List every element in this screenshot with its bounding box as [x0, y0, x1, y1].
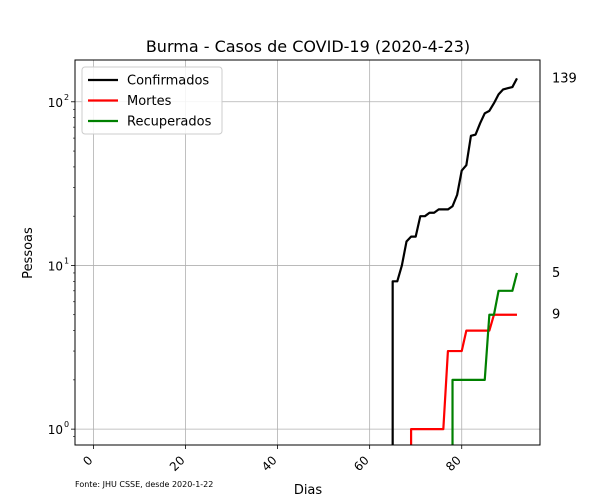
x-tick-label: 40: [259, 453, 280, 474]
x-tick-label: 0: [80, 453, 95, 468]
x-axis-ticks: 0 20 40 60 80: [80, 445, 464, 474]
chart-title: Burma - Casos de COVID-19 (2020-4-23): [146, 37, 470, 56]
legend-entry: Mortes: [127, 94, 172, 109]
y-tick-label: 10: [48, 423, 63, 437]
y-tick-exponent: 1: [64, 256, 69, 265]
series-line-confirmados: [391, 77, 518, 445]
legend: Confirmados Mortes Recuperados: [81, 66, 223, 135]
x-tick-label: 20: [167, 453, 188, 474]
legend-entry: Recuperados: [127, 115, 212, 130]
series-lines: [391, 77, 519, 445]
series-line-mortes: [409, 313, 517, 445]
plot-frame: [74, 59, 541, 446]
series-line-recuperados: [451, 272, 519, 445]
x-tick-label: 80: [443, 453, 464, 474]
y-tick-label: 10: [48, 259, 63, 273]
end-value-labels: 139 9 5: [552, 71, 577, 322]
y-axis-label: Pessoas: [21, 227, 36, 279]
end-value-label: 139: [552, 71, 577, 86]
end-value-label: 5: [552, 266, 560, 281]
end-value-label: 9: [552, 308, 560, 323]
y-tick-label: 10: [48, 96, 63, 110]
source-note: Fonte: JHU CSSE, desde 2020-1-22: [75, 480, 213, 489]
legend-box: [81, 66, 223, 135]
y-tick-exponent: 2: [64, 93, 69, 102]
y-tick-exponent: 0: [64, 420, 69, 429]
x-tick-label: 60: [351, 453, 372, 474]
legend-entry: Confirmados: [127, 74, 209, 89]
x-axis-label: Dias: [294, 483, 323, 498]
